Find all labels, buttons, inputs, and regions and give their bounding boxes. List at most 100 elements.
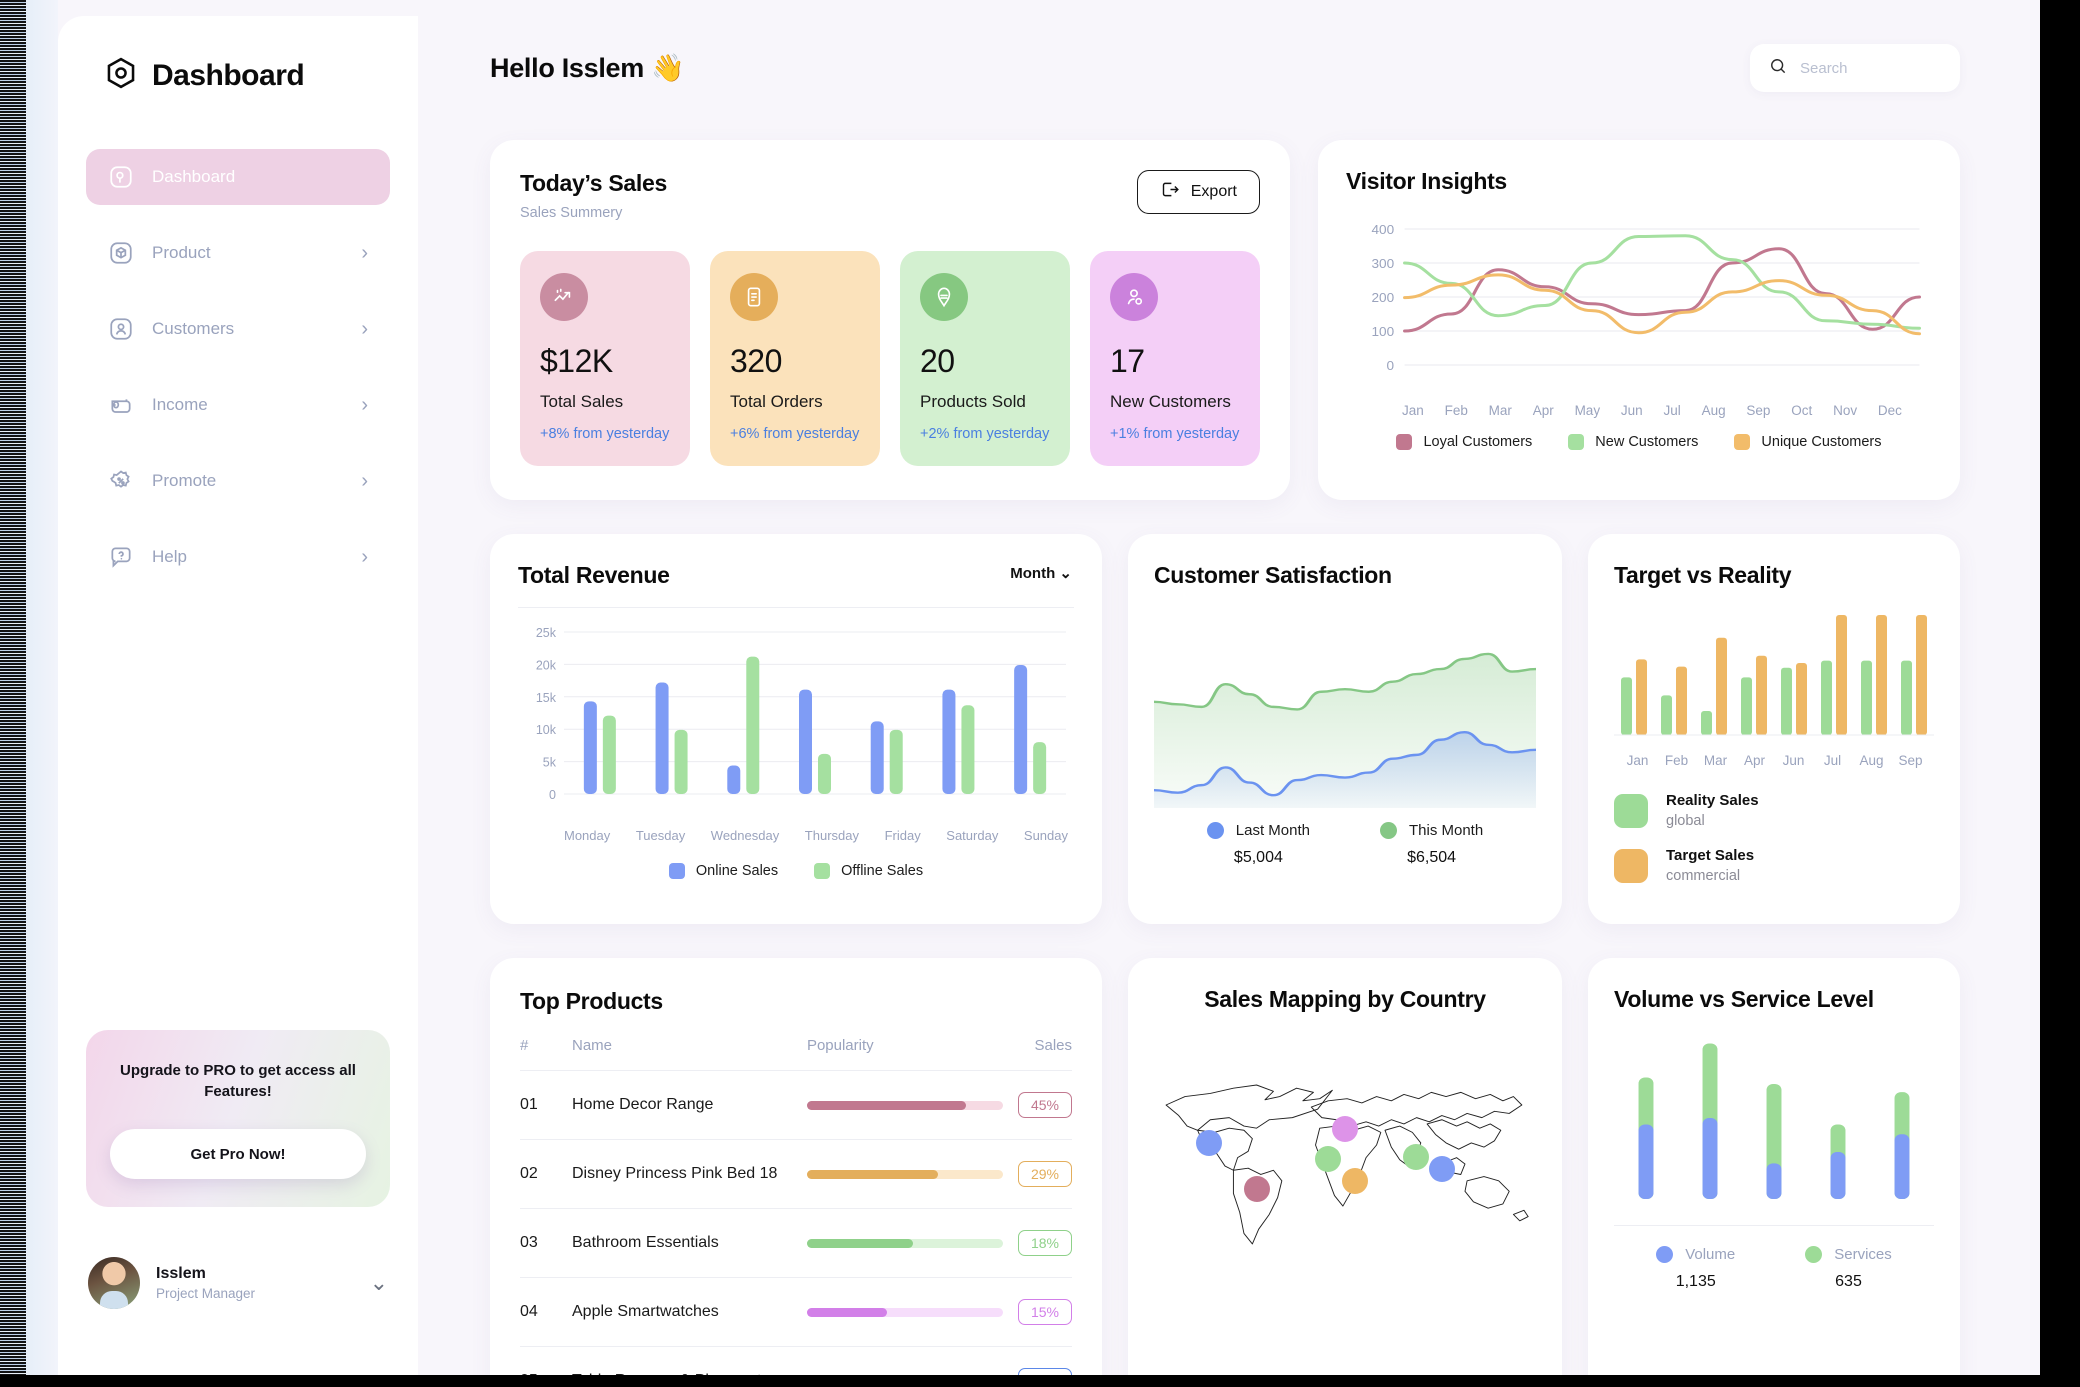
- sidebar-item-promote[interactable]: Promote ›: [86, 453, 390, 509]
- month-dropdown-label: Month: [1010, 565, 1056, 582]
- x-tick-label: Jun: [1620, 403, 1643, 418]
- south-asia-marker[interactable]: [1402, 1144, 1429, 1170]
- card-title: Total Revenue: [518, 562, 670, 588]
- svg-text:15k: 15k: [536, 691, 557, 705]
- sidebar-item-income[interactable]: Income ›: [86, 377, 390, 433]
- chevron-down-icon: ⌄: [1059, 565, 1072, 582]
- legend-swatch: [1396, 434, 1413, 450]
- gift-bag-icon: [920, 273, 968, 321]
- stat-delta: +8% from yesterday: [540, 426, 670, 442]
- visitor-x-axis: Jan Feb Mar Apr May Jun Jul Aug Sep Oct Nov Dec: [1346, 403, 1932, 418]
- north-africa-marker[interactable]: [1314, 1146, 1341, 1172]
- box-icon: [108, 240, 134, 266]
- satisfaction-legend: Last Month $5,004 This Month $6,504: [1154, 822, 1536, 867]
- table-row[interactable]: 05 Table Runners & Placemats 12%: [520, 1346, 1072, 1375]
- sidebar-item-product[interactable]: Product ›: [86, 225, 390, 281]
- svg-text:25k: 25k: [536, 626, 557, 640]
- stat-label: Total Orders: [730, 392, 823, 411]
- month-dropdown[interactable]: Month ⌄: [1010, 564, 1072, 582]
- legend-swatch: [1805, 1246, 1823, 1263]
- export-button[interactable]: Export: [1136, 170, 1260, 214]
- status-badge: 15%: [1017, 1299, 1072, 1325]
- legend-item: This Month $6,504: [1380, 822, 1483, 867]
- left-edge-artifact: [0, 0, 26, 1375]
- table-body: 01 Home Decor Range 45% 02 Disney Princes…: [520, 1070, 1072, 1375]
- x-tick-label: Aug: [1859, 753, 1884, 768]
- sales-cell: 12%: [1014, 1346, 1072, 1375]
- divider: [1614, 1225, 1934, 1226]
- product-name: Bathroom Essentials: [572, 1208, 789, 1278]
- target-x-axis: Jan Feb Mar Apr Jun Jul Aug Sep: [1614, 753, 1934, 768]
- sales-cell: 29%: [1014, 1139, 1072, 1209]
- table-row[interactable]: 02 Disney Princess Pink Bed 18 29%: [520, 1139, 1072, 1209]
- x-tick-label: Monday: [564, 828, 611, 843]
- table-column-header: #: [520, 1037, 529, 1054]
- hexagon-logo-icon: [104, 56, 138, 95]
- target-legend: Reality Sales global Target Sales commer…: [1614, 792, 1934, 884]
- europe-marker[interactable]: [1332, 1116, 1358, 1142]
- legend-swatch: [814, 863, 831, 879]
- x-tick-label: May: [1574, 403, 1601, 418]
- card-title: Volume vs Service Level: [1614, 986, 1874, 1012]
- stat-card: 20 Products Sold +2% from yesterday: [900, 251, 1070, 466]
- sidebar-item-help[interactable]: Help ›: [86, 529, 390, 585]
- svg-text:400: 400: [1371, 222, 1394, 237]
- south-america-marker[interactable]: [1244, 1176, 1271, 1202]
- legend-swatch: [668, 863, 685, 879]
- question-chat-icon: [108, 544, 134, 570]
- legend-item: Offline Sales: [814, 863, 923, 879]
- svg-text:10k: 10k: [536, 723, 557, 737]
- discount-badge-icon: [108, 468, 134, 494]
- volume-vs-service-chart: [1638, 1043, 1910, 1199]
- stat-card: 320 Total Orders +6% from yesterday: [710, 251, 880, 466]
- get-pro-button[interactable]: Get Pro Now!: [110, 1129, 366, 1179]
- product-name: Table Runners & Placemats: [572, 1346, 789, 1375]
- x-tick-label: Friday: [884, 828, 921, 843]
- stat-label: Total Sales: [540, 392, 624, 411]
- search-input[interactable]: [1800, 59, 1942, 77]
- legend-swatch: [1614, 793, 1648, 828]
- chevron-down-icon[interactable]: ⌄: [369, 1270, 388, 1295]
- revenue-legend: Online Sales Offline Sales: [518, 863, 1074, 879]
- x-tick-label: Apr: [1532, 403, 1554, 418]
- search-box[interactable]: [1750, 44, 1960, 92]
- x-tick-label: Feb: [1664, 753, 1689, 768]
- main-content: Hello Isslem 👋 Today’s Sales Sales Summe…: [418, 0, 2040, 1375]
- stat-value: $12K: [540, 343, 613, 379]
- product-name: Home Decor Range: [572, 1070, 789, 1140]
- card-title: Target vs Reality: [1614, 562, 1792, 588]
- legend-label: Services: [1834, 1246, 1892, 1263]
- target-vs-reality-card: Target vs Reality Jan Feb Mar Apr Jun Jul Aug S…: [1588, 534, 1960, 924]
- legend-label: Online Sales: [695, 863, 779, 879]
- total-revenue-card: Total Revenue Month ⌄ 25k 20k 15k 10k 5k 0 Mo…: [490, 534, 1102, 924]
- x-tick-label: Jun: [1782, 753, 1805, 768]
- legend-swatch: [1656, 1246, 1674, 1263]
- legend-value: 635: [1835, 1273, 1862, 1290]
- x-tick-label: Mar: [1703, 753, 1728, 768]
- x-tick-label: Dec: [1877, 403, 1902, 418]
- export-icon: [1160, 179, 1181, 205]
- central-africa-marker[interactable]: [1341, 1168, 1368, 1194]
- chevron-right-icon: ›: [361, 393, 368, 416]
- x-tick-label: Feb: [1444, 403, 1468, 418]
- chevron-right-icon: ›: [361, 317, 368, 340]
- popularity-bar: [788, 1139, 1015, 1209]
- sidebar-item-customers[interactable]: Customers ›: [86, 301, 390, 357]
- legend-item: Loyal Customers: [1396, 434, 1532, 450]
- stat-delta: +2% from yesterday: [920, 426, 1050, 442]
- sidebar-item-label: Dashboard: [152, 167, 236, 186]
- table-row[interactable]: 03 Bathroom Essentials 18%: [520, 1208, 1072, 1278]
- southeast-asia-marker[interactable]: [1429, 1156, 1456, 1182]
- legend-item: New Customers: [1568, 434, 1698, 450]
- north-america-marker[interactable]: [1196, 1130, 1223, 1156]
- brand: Dashboard: [86, 16, 390, 95]
- table-row[interactable]: 04 Apple Smartwatches 15%: [520, 1277, 1072, 1347]
- dashboard-screen: Dashboard Dashboard Product: [0, 0, 2040, 1375]
- x-tick-label: Thursday: [804, 828, 859, 843]
- x-tick-label: Saturday: [946, 828, 999, 843]
- user-profile[interactable]: Isslem Project Manager ⌄: [88, 1257, 388, 1309]
- legend-swatch: [1568, 434, 1585, 450]
- table-row[interactable]: 01 Home Decor Range 45%: [520, 1070, 1072, 1140]
- sidebar-item-dashboard[interactable]: Dashboard: [86, 149, 390, 205]
- stat-card: 17 New Customers +1% from yesterday: [1090, 251, 1260, 466]
